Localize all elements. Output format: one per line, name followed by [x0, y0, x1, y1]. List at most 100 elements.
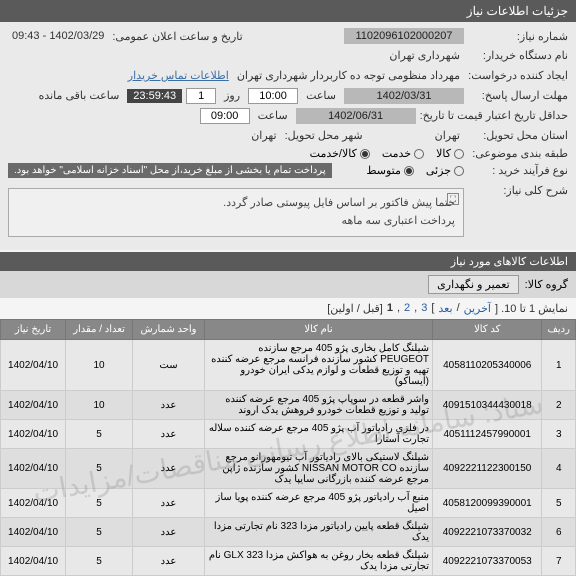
table-cell: عدد: [133, 518, 205, 547]
table-cell: 3: [542, 420, 576, 449]
countdown: 23:59:43: [127, 89, 182, 103]
table-cell: 10: [66, 340, 133, 391]
valid-label: حداقل تاریخ اعتبار قیمت تا تاریخ:: [420, 109, 568, 122]
table-row[interactable]: 64092221073370032شیلنگ قطعه پایین رادیات…: [1, 518, 576, 547]
table-cell: 4092221122300150: [433, 449, 542, 489]
form-area: شماره نیاز: 1102096102000207 تاریخ و ساع…: [0, 22, 576, 250]
city-label: شهر محل تحویل:: [285, 129, 363, 142]
table-header: تعداد / مقدار: [66, 320, 133, 340]
page-header: جزئیات اطلاعات نیاز: [0, 0, 576, 22]
table-header: تاریخ نیاز: [1, 320, 66, 340]
announce-label: تاریخ و ساعت اعلان عمومی:: [112, 30, 242, 43]
table-cell: 1402/04/10: [1, 489, 66, 518]
need-no-value: 1102096102000207: [344, 28, 464, 44]
radio-dot-icon: [454, 166, 464, 176]
creator-value: مهرداد منظومی توجه ده کاربردار شهرداری ت…: [233, 67, 464, 84]
pager-1: 1: [387, 302, 393, 315]
table-cell: 10: [66, 391, 133, 420]
pager-next[interactable]: بعد: [438, 302, 452, 315]
day-label: روز: [220, 87, 244, 104]
table-header: واحد شمارش: [133, 320, 205, 340]
radio-khadmat[interactable]: خدمت: [382, 147, 424, 160]
buyer-label: نام دستگاه خریدار:: [468, 49, 568, 62]
radio-kala[interactable]: کالا: [436, 147, 464, 160]
proc-label: نوع فرآیند خرید :: [468, 164, 568, 177]
table-cell: 1402/04/10: [1, 420, 66, 449]
pager: نمایش 1 تا 10. [ آخرین / بعد ] 3, 2, 1 […: [0, 298, 576, 319]
category-row: گروه کالا: تعمیر و نگهداری: [0, 271, 576, 298]
desc-box: ⛶ حتما پیش فاکتور بر اساس فایل پیوستی صا…: [8, 188, 464, 237]
table-cell: منبع آب رادیاتور پژو 405 مرجع عرضه کننده…: [204, 489, 432, 518]
pager-2[interactable]: 2: [404, 302, 410, 315]
table-cell: شیلنگ قطعه پایین رادیاتور مزدا 323 نام ت…: [204, 518, 432, 547]
table-cell: 1402/04/10: [1, 518, 66, 547]
pager-last[interactable]: آخرین: [464, 302, 491, 315]
table-cell: 6: [542, 518, 576, 547]
table-cell: شیلنگ لاستیکی بالای رادیاتور آب تیومهورا…: [204, 449, 432, 489]
announce-value: 1402/03/29 - 09:43: [8, 28, 108, 44]
expand-icon[interactable]: ⛶: [447, 193, 459, 205]
deadline-label: مهلت ارسال پاسخ:: [468, 89, 568, 102]
day-value: 1: [186, 88, 216, 104]
table-cell: 5: [66, 518, 133, 547]
radio-both[interactable]: کالا/خدمت: [310, 147, 370, 160]
class-label: طبقه بندی موضوعی:: [468, 147, 568, 160]
table-cell: 2: [542, 391, 576, 420]
table-cell: 1402/04/10: [1, 449, 66, 489]
radio-med[interactable]: متوسط: [366, 164, 414, 177]
table-cell: 1402/04/10: [1, 547, 66, 576]
contact-link[interactable]: اطلاعات تماس خریدار: [128, 69, 229, 82]
table-cell: شیلنگ کامل بخاری پژو 405 مرجع سازنده PEU…: [204, 340, 432, 391]
city-value: تهران: [247, 127, 280, 144]
table-row[interactable]: 14058110205340006شیلنگ کامل بخاری پژو 40…: [1, 340, 576, 391]
payment-note: پرداخت تمام یا بخشی از مبلغ خرید،از محل …: [8, 163, 332, 178]
valid-time: 09:00: [200, 108, 250, 124]
table-cell: 4: [542, 449, 576, 489]
table-cell: ست: [133, 340, 205, 391]
table-header: کد کالا: [433, 320, 542, 340]
table-header: ردیف: [542, 320, 576, 340]
deadline-date: 1402/03/31: [344, 88, 464, 104]
table-cell: 5: [66, 547, 133, 576]
radio-dot-icon: [360, 149, 370, 159]
table-cell: واشر قطعه در سوپاپ پژو 405 مرجع عرضه کنن…: [204, 391, 432, 420]
pager-3[interactable]: 3: [421, 302, 427, 315]
need-no-label: شماره نیاز:: [468, 30, 568, 43]
table-row[interactable]: 24091510344430018واشر قطعه در سوپاپ پژو …: [1, 391, 576, 420]
table-row[interactable]: 34051112457990001در فلزی رادیاتور آب پژو…: [1, 420, 576, 449]
page-title: جزئیات اطلاعات نیاز: [467, 4, 568, 18]
table-cell: عدد: [133, 547, 205, 576]
table-cell: 5: [542, 489, 576, 518]
table-cell: 7: [542, 547, 576, 576]
loc-value: تهران: [431, 127, 464, 144]
items-table: ردیفکد کالانام کالاواحد شمارشتعداد / مقد…: [0, 319, 576, 576]
loc-label: استان محل تحویل:: [468, 129, 568, 142]
table-cell: 4051112457990001: [433, 420, 542, 449]
table-cell: 1402/04/10: [1, 391, 66, 420]
remain-label: ساعت باقی مانده: [35, 87, 124, 104]
proc-radios: جزئی متوسط: [366, 164, 464, 177]
table-header: نام کالا: [204, 320, 432, 340]
table-cell: 4092221073370032: [433, 518, 542, 547]
valid-date: 1402/06/31: [296, 108, 416, 124]
table-cell: 5: [66, 489, 133, 518]
table-cell: 5: [66, 420, 133, 449]
table-cell: 4058110205340006: [433, 340, 542, 391]
radio-dot-icon: [454, 149, 464, 159]
table-row[interactable]: 74092221073370053شیلنگ قطعه بخار روغن به…: [1, 547, 576, 576]
table-cell: 4092221073370053: [433, 547, 542, 576]
time-label-2: ساعت: [254, 107, 292, 124]
table-cell: 1: [542, 340, 576, 391]
radio-small[interactable]: جزئی: [426, 164, 464, 177]
table-row[interactable]: 44092221122300150شیلنگ لاستیکی بالای راد…: [1, 449, 576, 489]
table-cell: عدد: [133, 391, 205, 420]
desc-line1: حتما پیش فاکتور بر اساس فایل پیوستی صادر…: [17, 195, 455, 213]
table-cell: عدد: [133, 449, 205, 489]
table-cell: در فلزی رادیاتور آب پژو 405 مرجع عرضه کن…: [204, 420, 432, 449]
desc-label: شرح کلی نیاز:: [468, 184, 568, 197]
table-cell: عدد: [133, 420, 205, 449]
table-row[interactable]: 54058120099390001منبع آب رادیاتور پژو 40…: [1, 489, 576, 518]
radio-dot-icon: [414, 149, 424, 159]
category-label: گروه کالا:: [525, 278, 568, 291]
table-cell: 1402/04/10: [1, 340, 66, 391]
